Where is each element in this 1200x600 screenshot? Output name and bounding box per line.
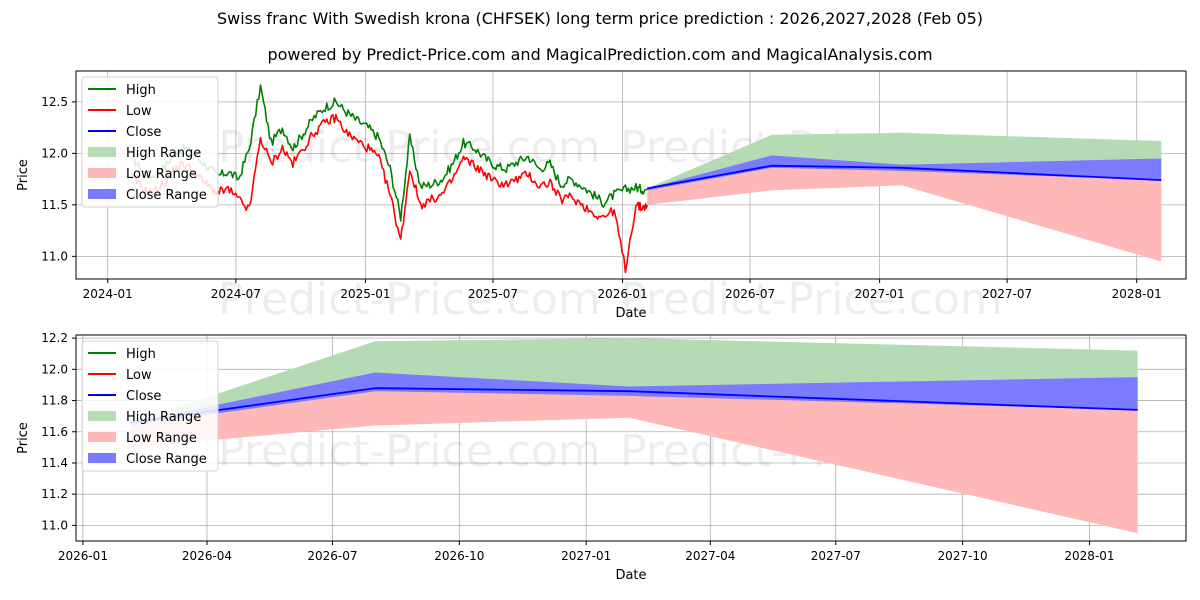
watermark-text: Predict-Price.com [218, 274, 601, 325]
x-axis-label: Date [615, 306, 646, 321]
legend-swatch-low-range [88, 432, 116, 442]
legend-swatch-low-range [88, 168, 116, 178]
high-series-line [131, 84, 648, 222]
x-tick-label: 2028-01 [1064, 549, 1114, 563]
legend-swatch-close-range [88, 453, 116, 463]
chart-title: Swiss franc With Swedish krona (CHFSEK) … [216, 9, 984, 28]
close-series-line [131, 387, 1138, 424]
legend-swatch-high-range [88, 411, 116, 421]
close-series-line [647, 164, 1162, 190]
y-axis-label: Price [16, 159, 31, 191]
x-tick-label: 2026-04 [182, 549, 232, 563]
y-tick-label: 11.5 [41, 198, 68, 212]
watermark-text: Predict-Price.com [218, 426, 601, 477]
legend-label-low: Low [126, 368, 152, 383]
x-tick-label: 2024-07 [211, 287, 261, 301]
legend-swatch-close-range [88, 189, 116, 199]
plot-frame [75, 70, 1187, 280]
x-axis-label: Date [615, 568, 646, 583]
x-tick-label: 2027-07 [811, 549, 861, 563]
x-tick-label: 2026-07 [307, 549, 357, 563]
chart-panel-2: Predict-Price.comPredict-Price.com2026-0… [16, 331, 1187, 583]
y-axis-label: Price [16, 422, 31, 454]
close-range-band [131, 372, 1138, 426]
x-tick-label: 2026-10 [434, 549, 484, 563]
high-range-band [647, 132, 1162, 191]
legend-label-close-range: Close Range [126, 188, 207, 203]
legend-label-close-range: Close Range [126, 452, 207, 467]
legend-label-high-range: High Range [126, 410, 201, 425]
y-tick-label: 11.0 [41, 249, 68, 263]
x-tick-label: 2027-04 [685, 549, 735, 563]
x-tick-label: 2027-07 [982, 287, 1032, 301]
y-tick-label: 11.2 [41, 487, 68, 501]
x-tick-label: 2027-10 [938, 549, 988, 563]
legend-label-high: High [126, 83, 156, 98]
chart-panel-1: Predict-Price.com Predict-Price.com Predic… [16, 70, 1187, 325]
low-series-line [131, 113, 648, 274]
legend-label-low-range: Low Range [126, 431, 197, 446]
x-tick-label: 2024-01 [83, 287, 133, 301]
legend-label-low: Low [126, 104, 152, 119]
y-tick-label: 11.0 [41, 518, 68, 532]
y-tick-label: 12.2 [41, 331, 68, 345]
legend: High Low Close High Range Low Range Close Ran… [81, 76, 219, 208]
plot-area [131, 338, 1138, 534]
y-tick-label: 11.4 [41, 456, 68, 470]
x-tick-label: 2025-07 [468, 287, 518, 301]
x-tick-label: 2026-01 [597, 287, 647, 301]
low-range-band [131, 388, 1138, 534]
legend-swatch-high-range [88, 147, 116, 157]
watermark-text: Predict-Price.com [620, 274, 1003, 325]
legend: High Low Close High Range Low Range Close Ran… [81, 340, 219, 472]
legend-label-high: High [126, 347, 156, 362]
legend-label-high-range: High Range [126, 146, 201, 161]
watermark-text: Predict-Price.com [218, 122, 601, 173]
y-tick-label: 12.5 [41, 95, 68, 109]
high-range-band [131, 338, 1138, 426]
legend-label-close: Close [126, 389, 161, 404]
plot-frame [75, 334, 1187, 542]
x-tick-label: 2026-01 [58, 549, 108, 563]
legend-label-close: Close [126, 125, 161, 140]
x-tick-label: 2028-01 [1112, 287, 1162, 301]
close-range-band [647, 155, 1162, 191]
y-tick-label: 12.0 [41, 362, 68, 376]
plot-area [131, 84, 1162, 274]
chart-subtitle: powered by Predict-Price.com and Magical… [267, 45, 933, 64]
x-tick-label: 2025-01 [340, 287, 390, 301]
y-tick-label: 11.6 [41, 425, 68, 439]
x-tick-label: 2027-01 [561, 549, 611, 563]
x-tick-label: 2027-01 [855, 287, 905, 301]
y-tick-label: 12.0 [41, 146, 68, 160]
legend-label-low-range: Low Range [126, 167, 197, 182]
y-tick-label: 11.8 [41, 394, 68, 408]
x-tick-label: 2026-07 [725, 287, 775, 301]
low-range-band [647, 165, 1162, 262]
